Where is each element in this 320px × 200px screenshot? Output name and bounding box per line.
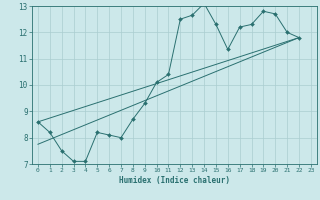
X-axis label: Humidex (Indice chaleur): Humidex (Indice chaleur) <box>119 176 230 185</box>
